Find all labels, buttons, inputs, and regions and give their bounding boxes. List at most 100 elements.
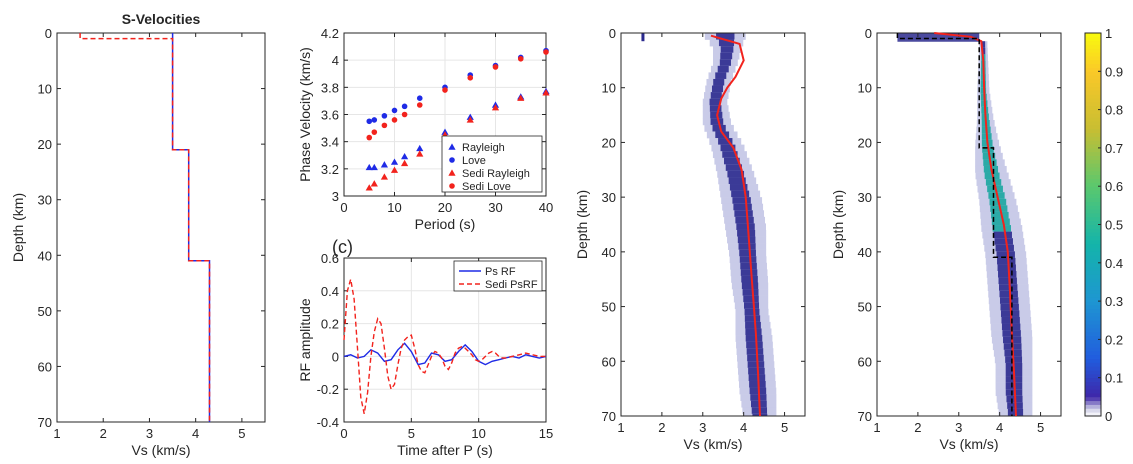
data-point (466, 116, 474, 123)
legend-label: Rayleigh (462, 142, 505, 154)
density-cell (727, 170, 745, 178)
colorbar-swatch (1085, 90, 1101, 95)
colorbar-swatch (1085, 86, 1101, 91)
density-cell (749, 380, 766, 388)
density-cell (741, 275, 758, 283)
data-point (416, 144, 424, 152)
y-tick-label: 50 (38, 304, 52, 319)
y-axis-label: Depth (km) (574, 190, 590, 259)
y-tick-label: -0.4 (317, 415, 339, 430)
legend-label: Sedi PsRF (485, 279, 538, 291)
density-cell (747, 354, 764, 362)
colorbar-swatch (1085, 377, 1101, 382)
x-tick-label: 3 (146, 426, 153, 441)
density-cell (997, 257, 1016, 265)
data-point (371, 117, 378, 123)
colorbar-swatch (1085, 128, 1101, 133)
colorbar-swatch (1085, 350, 1101, 356)
series-line (896, 33, 1013, 416)
axes-frame (343, 32, 547, 197)
colorbar-swatch (1085, 220, 1101, 225)
density-cell (744, 302, 760, 310)
density-cell (739, 256, 757, 264)
density-cell (718, 39, 735, 47)
x-tick-label: 20 (438, 200, 452, 215)
series-line (79, 33, 211, 422)
density-cell (745, 335, 763, 342)
density-cell (739, 249, 756, 257)
colorbar-swatch (1085, 370, 1101, 375)
colorbar-swatch (1085, 147, 1101, 153)
y-tick-label: 0 (865, 26, 872, 41)
data-point (401, 111, 408, 118)
x-tick-label: 4 (192, 426, 199, 441)
data-point (542, 89, 550, 96)
colorbar-swatch (1085, 235, 1101, 241)
density-cell (740, 269, 758, 277)
colorbar-swatch (1085, 247, 1101, 252)
y-tick-label: 60 (38, 359, 52, 374)
y-tick-label: 3.2 (321, 162, 339, 177)
y-tick-label: 3.4 (321, 135, 339, 150)
legend-marker (449, 157, 455, 163)
colorbar-swatch (1085, 213, 1101, 218)
density-cell (728, 177, 746, 185)
colorbar-swatch (1085, 262, 1101, 268)
density-cell (897, 33, 980, 42)
colorbar-swatch (1085, 109, 1101, 114)
y-tick-label: 0 (45, 26, 52, 41)
receiver-function-panel: 0 5 10 15 -0.4 -0.2 0 0.2 0.4 0.6 Time after P (s)… (297, 237, 553, 458)
colorbar-swatch (1085, 258, 1101, 264)
x-tick-label: 2 (658, 420, 665, 435)
density-cell (729, 184, 748, 191)
colorbar-swatch (1085, 354, 1101, 359)
data-point (517, 56, 524, 62)
y-tick-label: -0.2 (317, 382, 339, 397)
density-cell (641, 33, 645, 42)
density-cell (709, 105, 722, 113)
x-tick-label: 30 (488, 200, 502, 215)
axes-frame (876, 32, 1062, 417)
colorbar-tick-label: 0 (1105, 409, 1112, 424)
density-cell (743, 295, 759, 303)
colorbar-swatch (1085, 75, 1101, 80)
colorbar-swatch (1085, 362, 1101, 367)
density-cell (724, 157, 740, 165)
density-cell (710, 118, 724, 126)
colorbar-swatch (1085, 339, 1101, 344)
density-cell (737, 236, 756, 244)
x-tick-label: 1 (53, 426, 60, 441)
data-point (390, 166, 399, 173)
y-tick-label: 10 (858, 81, 872, 96)
density-cell (709, 98, 721, 106)
x-axis-label: Vs (km/s) (131, 442, 190, 458)
y-tick-label: 3.8 (321, 80, 339, 95)
y-tick-label: 40 (602, 245, 616, 260)
density-cell (717, 65, 729, 73)
colorbar-tick-label: 0.3 (1105, 294, 1123, 309)
colorbar-tick-label: 0.7 (1105, 141, 1123, 156)
y-tick-label: 0 (332, 349, 339, 364)
colorbar-swatch (1085, 274, 1101, 279)
density-cell (746, 348, 764, 356)
colorbar-swatch (1085, 389, 1101, 394)
legend-label: Love (462, 155, 486, 167)
colorbar-swatch (1085, 400, 1101, 405)
y-axis-label: Depth (km) (10, 193, 26, 262)
colorbar-swatch (1085, 36, 1101, 42)
data-point (366, 134, 373, 141)
density-cell (740, 262, 757, 270)
colorbar-swatch (1085, 308, 1101, 313)
data-point (370, 163, 378, 171)
y-tick-label: 4.2 (321, 26, 339, 41)
data-point (416, 95, 423, 101)
y-tick-label: 0.4 (321, 284, 339, 299)
colorbar-swatch (1085, 170, 1101, 176)
colorbar-swatch (1085, 113, 1101, 118)
density-cell (996, 251, 1015, 259)
density-cell (748, 367, 765, 375)
colorbar-swatch (1085, 124, 1101, 130)
density-cell (999, 297, 1019, 305)
data-point (371, 129, 378, 135)
colorbar-swatch (1085, 197, 1101, 202)
